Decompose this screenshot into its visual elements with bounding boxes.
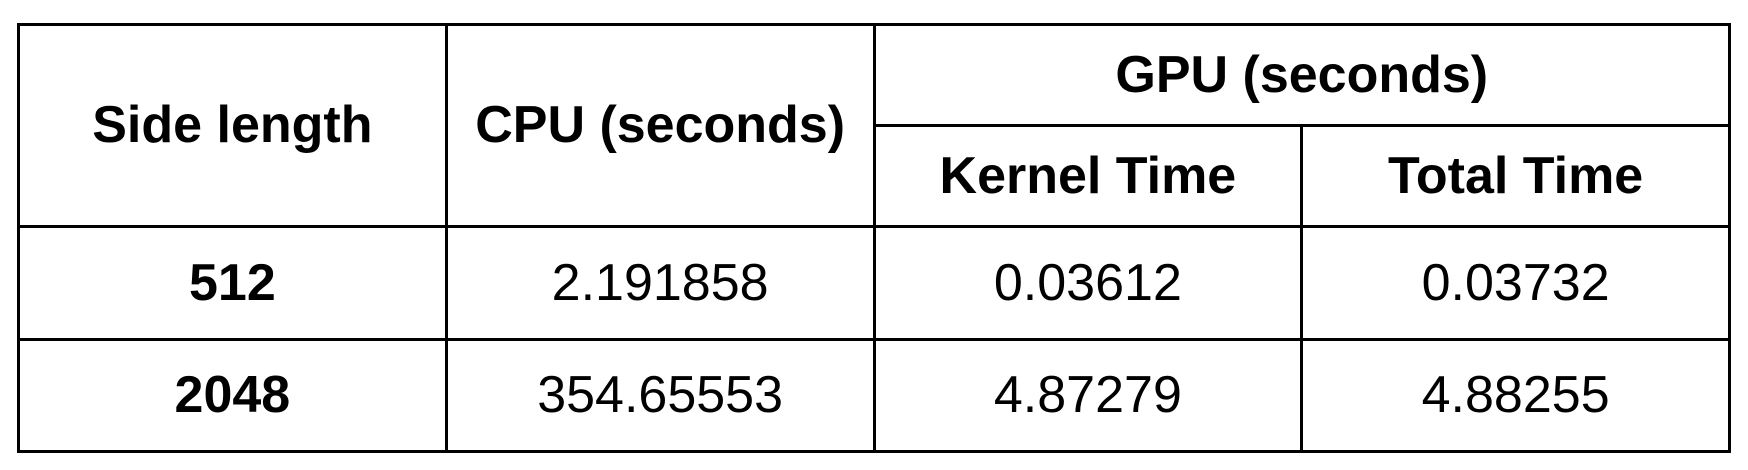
cell-kernel-time: 4.87279 xyxy=(872,337,1304,453)
performance-table: Side length CPU (seconds) GPU (seconds) … xyxy=(17,23,1731,453)
cell-total-time: 0.03732 xyxy=(1300,225,1731,341)
table-row: 2048 354.65553 4.87279 4.88255 xyxy=(17,337,1731,453)
header-row-sub: Kernel Time Total Time xyxy=(19,124,1731,228)
cell-total-time: 4.88255 xyxy=(1300,337,1731,453)
header-row-top: Side length CPU (seconds) GPU (seconds) xyxy=(17,23,1731,228)
table-row: 512 2.191858 0.03612 0.03732 xyxy=(17,225,1731,341)
header-cpu: CPU (seconds) xyxy=(444,23,876,228)
cell-cpu: 354.65553 xyxy=(444,337,876,453)
header-kernel-time: Kernel Time xyxy=(872,124,1304,228)
header-gpu-group: GPU (seconds) xyxy=(872,23,1731,127)
header-side-length: Side length xyxy=(17,23,448,228)
cell-cpu: 2.191858 xyxy=(444,225,876,341)
header-total-time: Total Time xyxy=(1300,124,1731,228)
cell-side-length: 2048 xyxy=(17,337,448,453)
cell-side-length: 512 xyxy=(17,225,448,341)
cell-kernel-time: 0.03612 xyxy=(872,225,1304,341)
